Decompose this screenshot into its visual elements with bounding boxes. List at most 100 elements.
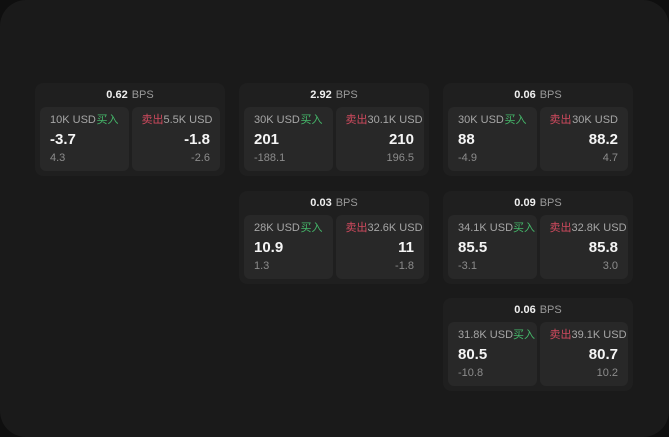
sell-change: 3.0 (602, 260, 618, 272)
buy-label: 买入 (513, 329, 536, 341)
sell-panel[interactable]: 卖出 39.1K USD 80.7 10.2 (539, 322, 628, 386)
buy-panel[interactable]: 31.8K USD 买入 80.5 -10.8 (448, 322, 537, 386)
buy-change: -4.9 (458, 152, 477, 164)
quote-card-5: 0.09 BPS 34.1K USD 买入 85.5 -3.1 卖出 32.8K… (443, 191, 633, 284)
buy-sell-panels: 28K USD 买入 10.9 1.3 卖出 32.6K USD 11 -1.8 (244, 215, 424, 279)
sell-price: 11 (398, 239, 414, 256)
buy-label: 买入 (300, 114, 323, 126)
sell-change: 10.2 (596, 367, 618, 379)
bps-value: 2.92 (310, 89, 332, 101)
quote-card-4: 0.03 BPS 28K USD 买入 10.9 1.3 卖出 32.6K US… (239, 191, 429, 284)
sell-panel-top: 卖出 30K USD (550, 114, 619, 127)
sell-panel[interactable]: 卖出 30K USD 88.2 4.7 (539, 107, 628, 171)
sell-label: 卖出 (345, 222, 368, 234)
bps-header: 0.06 BPS (448, 298, 628, 322)
quote-card-3: 0.06 BPS 30K USD 买入 88 -4.9 卖出 30K USD (443, 83, 633, 176)
sell-label: 卖出 (549, 114, 572, 126)
sell-label: 卖出 (345, 114, 368, 126)
buy-price: 80.5 (458, 346, 488, 363)
bps-value: 0.06 (514, 89, 536, 101)
sell-panel-top: 卖出 39.1K USD (549, 329, 627, 342)
buy-sell-panels: 31.8K USD 买入 80.5 -10.8 卖出 39.1K USD 80.… (448, 322, 628, 386)
buy-amount: 34.1K USD (458, 222, 514, 234)
buy-panel[interactable]: 30K USD 买入 88 -4.9 (448, 107, 537, 171)
buy-label: 买入 (300, 222, 323, 234)
quote-card-1: 0.62 BPS 10K USD 买入 -3.7 4.3 卖出 5.5K USD (35, 83, 225, 176)
bps-header: 0.06 BPS (448, 83, 628, 107)
sell-label: 卖出 (549, 222, 572, 234)
sell-price: 210 (388, 131, 414, 148)
sell-amount: 5.5K USD (163, 114, 213, 126)
quote-card-6: 0.06 BPS 31.8K USD 买入 80.5 -10.8 卖出 39.1… (443, 298, 633, 391)
buy-price: -3.7 (50, 131, 76, 148)
sell-panel[interactable]: 卖出 32.8K USD 85.8 3.0 (539, 215, 628, 279)
sell-amount: 32.6K USD (367, 222, 423, 234)
buy-panel-top: 28K USD 买入 (254, 222, 323, 235)
buy-panel-top: 10K USD 买入 (50, 114, 119, 127)
sell-change: 4.7 (602, 152, 618, 164)
buy-change: -188.1 (254, 152, 286, 164)
buy-price: 201 (254, 131, 280, 148)
bps-value: 0.62 (106, 89, 128, 101)
sell-panel[interactable]: 卖出 30.1K USD 210 196.5 (335, 107, 424, 171)
sell-change: -1.8 (395, 260, 414, 272)
buy-price: 88 (458, 131, 475, 148)
buy-price: 10.9 (254, 239, 284, 256)
buy-amount: 28K USD (254, 222, 300, 234)
quote-card-2: 2.92 BPS 30K USD 买入 201 -188.1 卖出 30.1K … (239, 83, 429, 176)
sell-amount: 30.1K USD (367, 114, 423, 126)
buy-price: 85.5 (458, 239, 488, 256)
buy-change: -10.8 (458, 367, 484, 379)
buy-amount: 31.8K USD (458, 329, 514, 341)
bps-header: 0.62 BPS (40, 83, 220, 107)
buy-change: 1.3 (254, 260, 270, 272)
bps-label: BPS (335, 89, 358, 101)
buy-sell-panels: 30K USD 买入 88 -4.9 卖出 30K USD 88.2 4.7 (448, 107, 628, 171)
bps-label: BPS (539, 89, 562, 101)
buy-sell-panels: 34.1K USD 买入 85.5 -3.1 卖出 32.8K USD 85.8… (448, 215, 628, 279)
bps-label: BPS (539, 197, 562, 209)
sell-label: 卖出 (549, 329, 572, 341)
buy-panel[interactable]: 28K USD 买入 10.9 1.3 (244, 215, 333, 279)
bps-value: 0.03 (310, 197, 332, 209)
buy-change: -3.1 (458, 260, 477, 272)
buy-panel[interactable]: 34.1K USD 买入 85.5 -3.1 (448, 215, 537, 279)
sell-amount: 30K USD (572, 114, 618, 126)
sell-panel-top: 卖出 30.1K USD (345, 114, 423, 127)
bps-label: BPS (131, 89, 154, 101)
sell-price: 88.2 (588, 131, 618, 148)
buy-panel-top: 30K USD 买入 (254, 114, 323, 127)
buy-sell-panels: 10K USD 买入 -3.7 4.3 卖出 5.5K USD -1.8 -2.… (40, 107, 220, 171)
buy-amount: 30K USD (458, 114, 504, 126)
sell-panel-top: 卖出 5.5K USD (141, 114, 213, 127)
buy-change: 4.3 (50, 152, 66, 164)
buy-amount: 30K USD (254, 114, 300, 126)
buy-label: 买入 (513, 222, 536, 234)
buy-panel-top: 30K USD 买入 (458, 114, 527, 127)
sell-change: -2.6 (191, 152, 210, 164)
buy-panel-top: 31.8K USD 买入 (458, 329, 535, 342)
sell-panel-top: 卖出 32.8K USD (549, 222, 627, 235)
bps-value: 0.06 (514, 304, 536, 316)
bps-header: 0.09 BPS (448, 191, 628, 215)
sell-price: -1.8 (184, 131, 210, 148)
buy-label: 买入 (96, 114, 119, 126)
buy-label: 买入 (504, 114, 527, 126)
sell-change: 196.5 (386, 152, 414, 164)
buy-sell-panels: 30K USD 买入 201 -188.1 卖出 30.1K USD 210 1… (244, 107, 424, 171)
sell-label: 卖出 (141, 114, 164, 126)
sell-amount: 32.8K USD (571, 222, 627, 234)
bps-value: 0.09 (514, 197, 536, 209)
bps-label: BPS (335, 197, 358, 209)
buy-amount: 10K USD (50, 114, 96, 126)
buy-panel[interactable]: 10K USD 买入 -3.7 4.3 (40, 107, 129, 171)
buy-panel[interactable]: 30K USD 买入 201 -188.1 (244, 107, 333, 171)
sell-price: 85.8 (588, 239, 618, 256)
sell-panel[interactable]: 卖出 5.5K USD -1.8 -2.6 (131, 107, 220, 171)
sell-panel-top: 卖出 32.6K USD (345, 222, 423, 235)
sell-panel[interactable]: 卖出 32.6K USD 11 -1.8 (335, 215, 424, 279)
buy-panel-top: 34.1K USD 买入 (458, 222, 535, 235)
sell-price: 80.7 (588, 346, 618, 363)
